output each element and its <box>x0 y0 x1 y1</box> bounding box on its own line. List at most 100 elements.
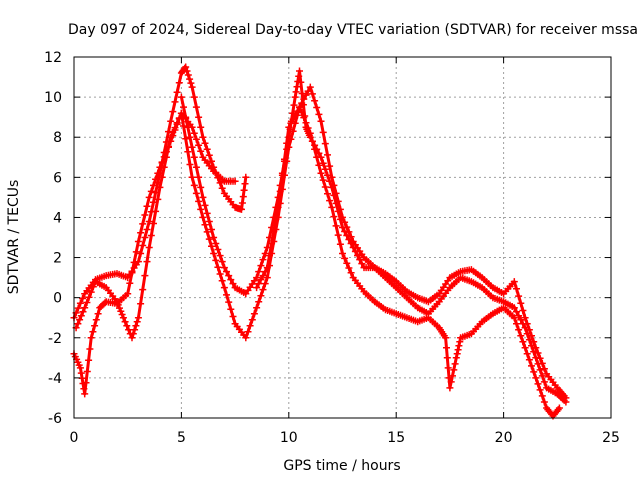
data-point-marker <box>197 183 205 191</box>
data-point-marker <box>324 190 331 198</box>
data-point-marker <box>241 180 249 188</box>
data-point-marker <box>147 187 155 195</box>
data-point-marker <box>182 135 190 143</box>
data-point-marker <box>298 99 306 107</box>
data-point-marker <box>154 195 162 203</box>
data-point-marker <box>513 285 520 293</box>
data-point-marker <box>521 344 529 352</box>
data-point-marker <box>201 221 209 229</box>
data-point-marker <box>525 326 533 334</box>
data-point-marker <box>259 272 267 280</box>
data-point-marker <box>139 242 147 249</box>
data-point-marker <box>300 95 308 103</box>
data-point-marker <box>259 256 267 264</box>
data-point-marker <box>188 83 196 91</box>
data-point-marker <box>208 157 215 165</box>
data-point-marker <box>510 304 518 312</box>
data-point-marker <box>515 292 523 300</box>
data-point-marker <box>203 209 211 217</box>
data-point-marker <box>192 103 200 111</box>
data-point-marker <box>145 244 153 251</box>
y-tick-label: 8 <box>53 130 62 146</box>
data-point-marker <box>330 181 338 189</box>
data-point-marker <box>134 314 142 322</box>
data-point-marker <box>538 372 546 380</box>
data-point-marker <box>293 83 301 91</box>
data-point-marker <box>183 67 191 75</box>
data-point-marker <box>214 246 222 253</box>
data-point-marker <box>220 284 228 292</box>
y-tick-label: 10 <box>44 90 62 106</box>
data-point-marker <box>528 332 535 340</box>
data-point-marker <box>158 158 166 166</box>
data-point-marker <box>83 299 91 306</box>
data-point-marker <box>442 334 450 342</box>
data-point-marker <box>134 238 142 245</box>
data-point-marker <box>190 129 198 137</box>
y-tick-label: 6 <box>53 170 62 186</box>
data-point-marker <box>257 292 265 300</box>
data-point-marker <box>218 277 226 285</box>
data-point-marker <box>186 133 194 141</box>
data-point-marker <box>86 345 94 353</box>
data-point-marker <box>308 90 316 98</box>
data-point-marker <box>330 213 338 221</box>
data-point-marker <box>519 307 527 314</box>
data-point-marker <box>199 133 207 141</box>
data-point-marker <box>116 304 123 312</box>
data-point-marker <box>205 218 213 225</box>
data-point-marker <box>141 272 149 280</box>
data-point-marker <box>137 250 145 257</box>
data-point-marker <box>137 229 145 237</box>
data-point-marker <box>339 250 346 257</box>
data-point-marker <box>225 272 233 280</box>
x-tick-label: 0 <box>70 430 79 446</box>
data-point-marker <box>197 205 205 213</box>
data-point-marker <box>80 385 88 393</box>
data-point-marker <box>177 93 185 101</box>
data-point-marker <box>285 123 293 131</box>
data-point-marker <box>530 368 538 376</box>
data-point-marker <box>210 234 218 241</box>
data-point-marker <box>74 320 82 328</box>
data-point-marker <box>79 308 87 316</box>
data-point-marker <box>218 184 226 192</box>
data-point-marker <box>145 218 153 225</box>
data-point-marker <box>536 354 544 362</box>
data-point-marker <box>444 364 452 372</box>
data-point-marker <box>201 139 209 147</box>
data-point-marker <box>257 262 265 270</box>
data-point-marker <box>521 314 529 322</box>
data-point-marker <box>304 87 312 95</box>
data-point-marker <box>513 320 520 328</box>
data-point-marker <box>126 279 134 287</box>
data-point-marker <box>319 159 327 167</box>
data-point-marker <box>83 368 91 375</box>
data-point-marker <box>143 258 151 266</box>
data-point-marker <box>334 197 342 205</box>
data-point-marker <box>272 215 280 223</box>
data-point-marker <box>336 205 344 213</box>
data-point-marker <box>536 366 544 374</box>
data-point-marker <box>94 310 102 318</box>
data-point-marker <box>203 145 211 153</box>
data-point-marker <box>306 133 314 141</box>
data-point-marker <box>123 322 131 330</box>
data-point-marker <box>530 338 538 346</box>
data-point-marker <box>332 189 340 197</box>
data-point-marker <box>255 280 263 288</box>
data-point-marker <box>339 213 346 221</box>
data-point-marker <box>268 240 276 247</box>
data-point-marker <box>540 398 548 406</box>
data-point-marker <box>298 90 306 97</box>
data-point-marker <box>171 126 179 134</box>
data-point-marker <box>165 128 172 136</box>
data-point-marker <box>313 145 321 153</box>
data-point-marker <box>87 288 95 296</box>
data-point-marker <box>195 173 203 181</box>
data-point-marker <box>450 366 458 374</box>
data-point-marker <box>125 326 133 334</box>
data-point-marker <box>510 314 518 322</box>
data-point-marker <box>321 165 329 173</box>
